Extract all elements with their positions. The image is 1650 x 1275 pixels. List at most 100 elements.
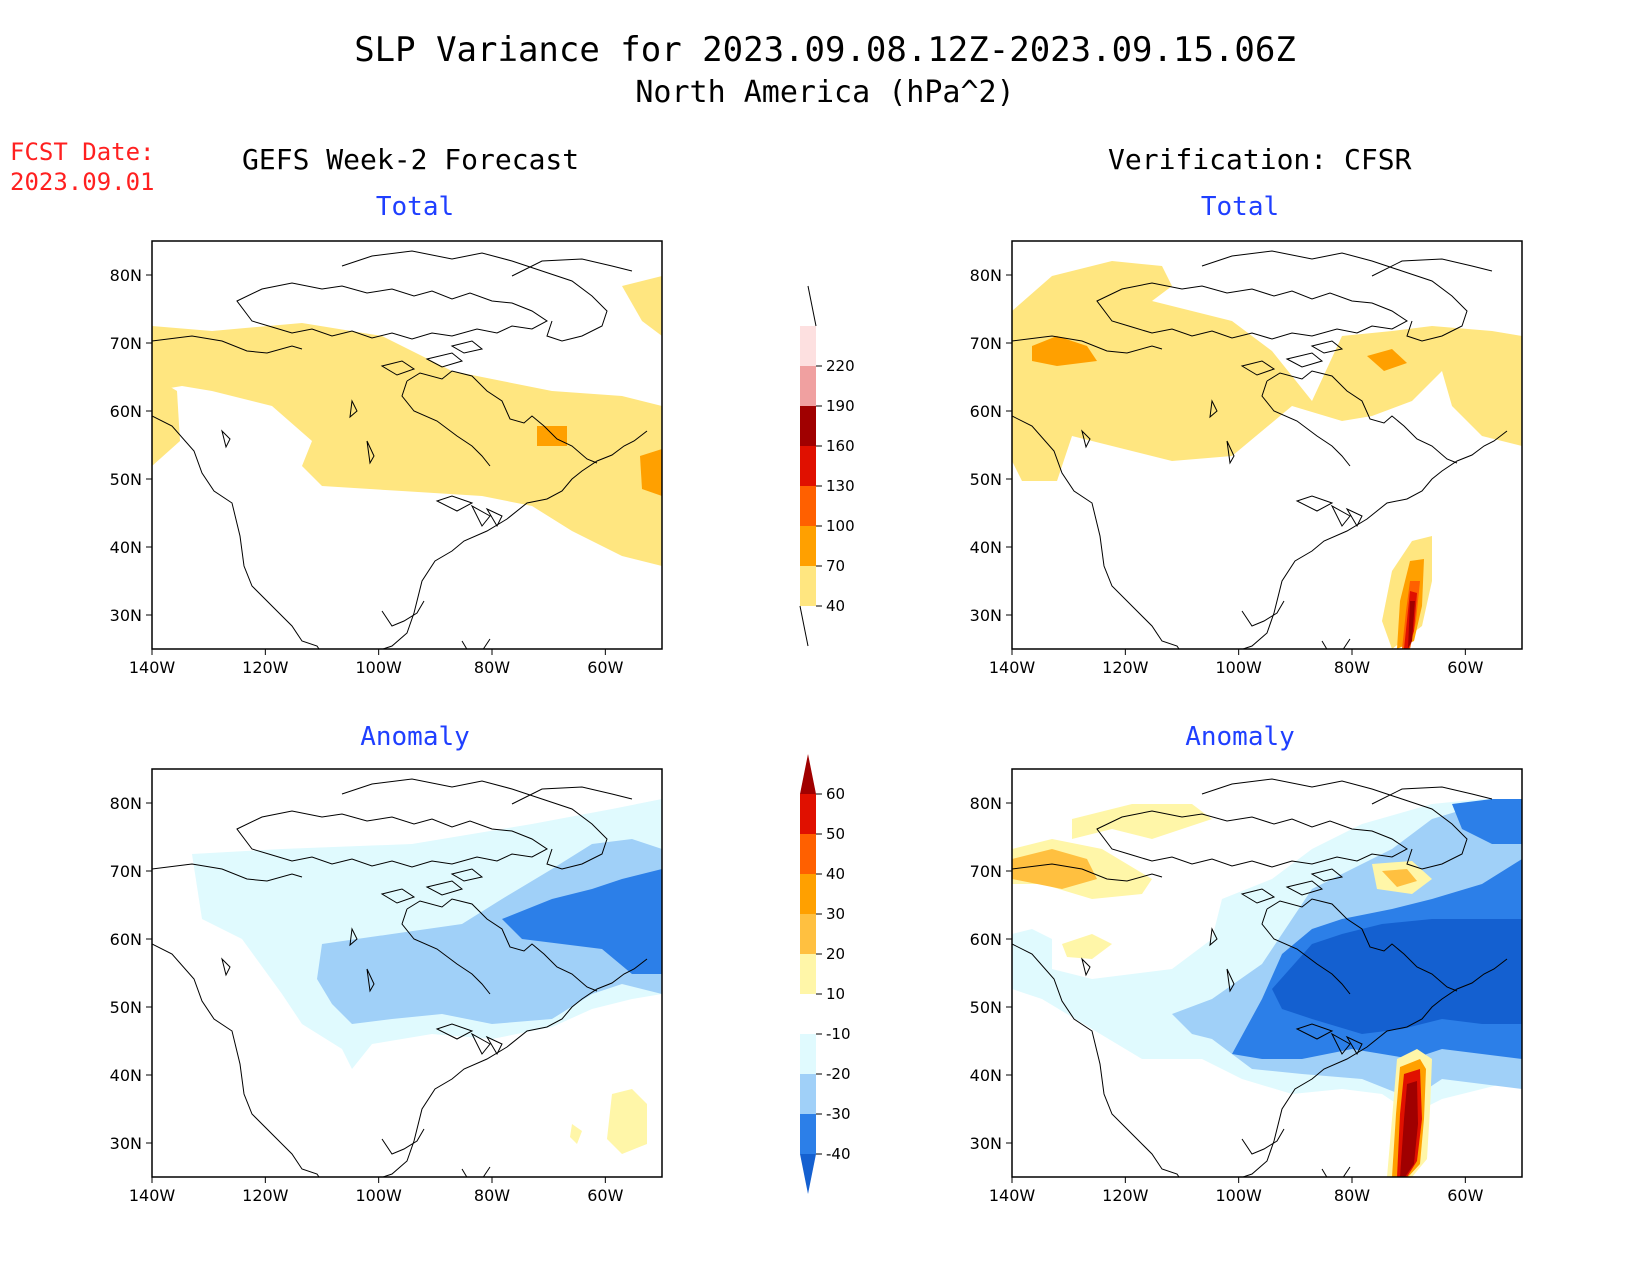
- colorbar-swatch: [800, 1074, 816, 1114]
- colorbar-swatch: [800, 794, 816, 834]
- lon-tick-label: 80W: [474, 658, 510, 677]
- lat-tick-label: 40N: [110, 1066, 142, 1085]
- lon-tick-label: 60W: [1447, 1186, 1483, 1205]
- colorbar-arrow-low: [800, 1154, 816, 1194]
- colorbar-swatch: [800, 874, 816, 914]
- shaded-region: [502, 869, 662, 974]
- colorbar-label: 100: [826, 517, 855, 535]
- colorbar-swatch: [800, 446, 816, 486]
- map-panel-ver-total: 80N 70N 60N 50N 40N 30N 140W 120W 100W 80W 60W: [970, 240, 1523, 677]
- map-frame: [1011, 240, 1523, 650]
- lat-tick-label: 80N: [970, 266, 1002, 285]
- lon-tick-label: 140W: [989, 1186, 1036, 1205]
- lat-tick-label: 80N: [110, 794, 142, 813]
- shaded-region: [1382, 869, 1417, 887]
- lon-tick-label: 60W: [587, 1186, 623, 1205]
- lat-tick-label: 60N: [970, 402, 1002, 421]
- lon-tick-label: 100W: [355, 658, 402, 677]
- shaded-region: [570, 1124, 582, 1144]
- forecast-date-label: FCST Date:: [10, 138, 155, 166]
- shaded-region: [622, 276, 662, 336]
- colorbar-label: 60: [826, 785, 845, 803]
- lon-tick-label: 140W: [129, 1186, 176, 1205]
- lon-tick-label: 80W: [1334, 658, 1370, 677]
- lon-tick-label: 60W: [587, 658, 623, 677]
- map-panel-ver-anom: 80N 70N 60N 50N 40N 30N 140W 120W 100W 80W 60W: [970, 768, 1523, 1205]
- shaded-region: [1072, 804, 1212, 839]
- colorbar-swatch: [800, 954, 816, 994]
- map-frame: [151, 240, 663, 650]
- lat-tick-label: 50N: [110, 470, 142, 489]
- colorbar-label: 220: [826, 357, 855, 375]
- colorbar-label: -40: [826, 1145, 851, 1163]
- colorbar-swatch: [800, 326, 816, 366]
- lat-tick-label: 50N: [970, 998, 1002, 1017]
- lat-tick-label: 60N: [970, 930, 1002, 949]
- lon-tick-label: 80W: [474, 1186, 510, 1205]
- lon-tick-label: 100W: [1215, 1186, 1262, 1205]
- lat-tick-label: 50N: [970, 470, 1002, 489]
- colorbar-label: 20: [826, 945, 845, 963]
- shaded-region: [1400, 1081, 1418, 1177]
- shaded-region: [152, 323, 662, 566]
- lat-tick-label: 30N: [110, 606, 142, 625]
- colorbar-swatch: [800, 994, 816, 1034]
- colorbar-label: 50: [826, 825, 845, 843]
- map-panel-fc-anom: 80N 70N 60N 50N 40N 30N 140W 120W 100W 80W 60W: [110, 768, 663, 1205]
- colorbar-label: 40: [826, 865, 845, 883]
- colorbar-label: 190: [826, 397, 855, 415]
- shaded-region: [537, 426, 567, 446]
- chart-title-line1: SLP Variance for 2023.09.08.12Z-2023.09.…: [354, 30, 1296, 70]
- lon-tick-label: 60W: [1447, 658, 1483, 677]
- colorbar-label: -10: [826, 1025, 851, 1043]
- panel-title-forecast-total: Total: [375, 192, 455, 222]
- colorbar-label: -20: [826, 1065, 851, 1083]
- shaded-region: [152, 376, 180, 466]
- shaded-region: [1408, 601, 1415, 649]
- lat-tick-label: 30N: [970, 606, 1002, 625]
- lon-tick-label: 100W: [355, 1186, 402, 1205]
- chart-title-line2: North America (hPa^2): [635, 75, 1015, 110]
- shaded-region: [1062, 934, 1112, 959]
- colorbar-total: 40 70 100 130 160 190 220: [799, 285, 855, 647]
- column-title-forecast: GEFS Week-2 Forecast: [242, 143, 580, 176]
- lat-tick-label: 70N: [970, 334, 1002, 353]
- lon-tick-label: 100W: [1215, 658, 1262, 677]
- map-frame: [151, 768, 663, 1178]
- lat-tick-label: 70N: [110, 862, 142, 881]
- lon-tick-label: 120W: [1102, 1186, 1149, 1205]
- shaded-region: [1367, 349, 1407, 371]
- colorbar-swatch: [800, 366, 816, 406]
- colorbar-swatch: [800, 486, 816, 526]
- colorbar-swatch: [800, 1114, 816, 1154]
- lon-tick-label: 120W: [242, 658, 289, 677]
- lat-tick-label: 80N: [110, 266, 142, 285]
- lon-tick-label: 80W: [1334, 1186, 1370, 1205]
- shaded-region: [1032, 336, 1097, 366]
- colorbar-label: 40: [826, 597, 845, 615]
- lat-tick-label: 60N: [110, 402, 142, 421]
- panel-title-verification-total: Total: [1200, 192, 1280, 222]
- shaded-region: [607, 1089, 647, 1154]
- lat-tick-label: 70N: [110, 334, 142, 353]
- shaded-region: [640, 449, 662, 496]
- colorbar-swatch: [800, 914, 816, 954]
- colorbar-label: -30: [826, 1105, 851, 1123]
- forecast-date-value: 2023.09.01: [10, 168, 155, 196]
- colorbar-label: 30: [826, 905, 845, 923]
- colorbar-label: 10: [826, 985, 845, 1003]
- lat-tick-label: 70N: [970, 862, 1002, 881]
- lat-tick-label: 50N: [110, 998, 142, 1017]
- colorbar-arrow-high: [800, 754, 816, 794]
- lat-tick-label: 80N: [970, 794, 1002, 813]
- map-panel-fc-total: 80N 70N 60N 50N 40N 30N 140W 120W 100W 80W 60W: [110, 240, 663, 677]
- shaded-region: [1452, 799, 1522, 844]
- colorbar-swatch: [800, 1034, 816, 1074]
- lat-tick-label: 60N: [110, 930, 142, 949]
- panel-title-forecast-anomaly: Anomaly: [360, 722, 470, 752]
- colorbar-label: 70: [826, 557, 845, 575]
- map-frame: [1011, 768, 1523, 1178]
- lat-tick-label: 40N: [970, 538, 1002, 557]
- colorbar-swatch: [800, 834, 816, 874]
